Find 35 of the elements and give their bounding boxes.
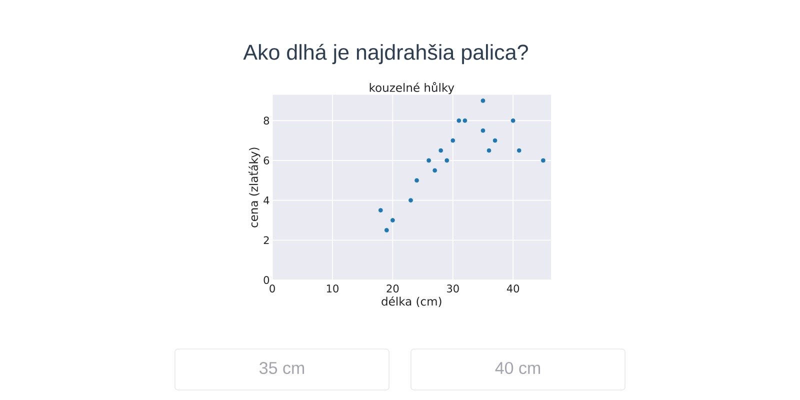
chart-title: Ako dlhá je najdrahšia palica? [243,44,528,64]
point [432,168,438,174]
y-tick-label: 0 [264,276,270,284]
x-axis-title: délka (cm) [382,296,442,308]
point [480,128,486,134]
chart-subtitle: kouzelné hůlky [370,82,454,94]
x-tick-label: 40 [506,284,520,292]
point [492,138,498,144]
point [438,148,444,154]
y-tick-label: 4 [264,196,270,204]
x-tick-label: 20 [386,284,399,292]
y-tick-label: 6 [264,156,270,164]
point [414,178,420,183]
x-tick-label: 10 [326,284,338,292]
point [456,118,462,124]
point [486,148,492,154]
point [480,98,486,104]
point [444,158,450,164]
point [384,228,390,233]
point [450,138,456,144]
x-tick-label: 0 [270,284,275,292]
y-tick-label: 8 [264,116,270,125]
x-tick-label: 30 [447,284,459,292]
y-tick-label: 2 [264,236,269,244]
text: 35 cm [260,362,304,374]
point [408,198,414,203]
point [510,118,516,124]
text: 40 cm [495,362,540,374]
y-axis-title: cena (zlaťáky) [248,148,260,228]
point [426,158,432,164]
point [540,158,546,164]
point [462,118,468,124]
point [378,208,384,213]
point [516,148,522,154]
point [390,218,396,223]
